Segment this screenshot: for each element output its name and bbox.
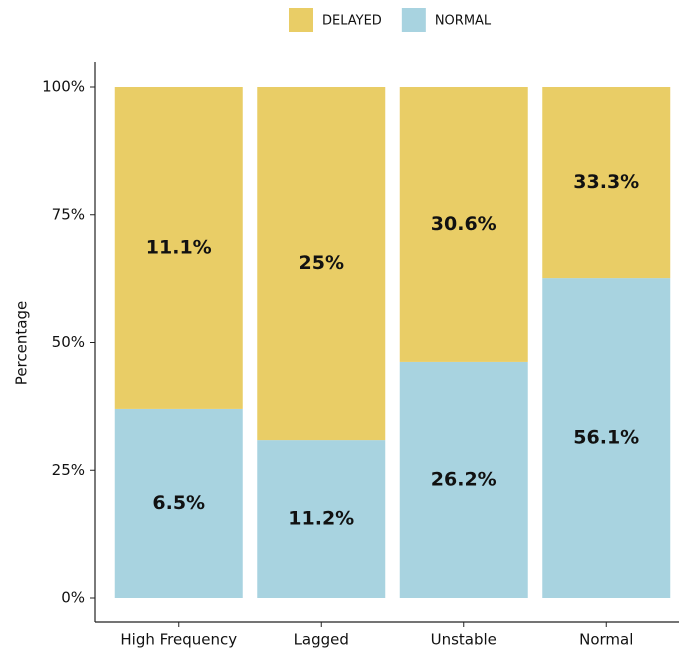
segment-label: 25% — [299, 252, 344, 274]
x-tick-label: Lagged — [294, 631, 349, 649]
x-tick-label: Normal — [579, 631, 633, 649]
legend-swatch — [401, 8, 426, 32]
y-tick-label: 25% — [52, 461, 85, 479]
bar-segment — [542, 278, 671, 598]
legend-swatch — [289, 8, 313, 32]
legend-label: NORMAL — [435, 14, 492, 29]
segment-label: 33.3% — [573, 171, 639, 193]
legend-label: DELAYED — [322, 14, 382, 29]
bar-segment — [542, 87, 671, 279]
y-axis-title: Percentage — [13, 301, 31, 385]
y-tick-label: 0% — [61, 589, 85, 607]
bar-segment — [257, 440, 386, 598]
y-tick-label: 50% — [52, 333, 85, 351]
x-tick-label: Unstable — [431, 631, 497, 649]
bar-segment — [114, 408, 243, 598]
segment-label: 56.1% — [573, 427, 639, 449]
x-tick-label: High Frequency — [120, 631, 237, 649]
segment-label: 30.6% — [431, 213, 497, 235]
bar-segment — [399, 361, 528, 598]
segment-label: 26.2% — [431, 468, 497, 490]
bar-segment — [114, 87, 243, 409]
y-tick-label: 75% — [52, 205, 85, 223]
segment-label: 11.2% — [288, 508, 354, 530]
bar-segment — [399, 87, 528, 362]
segment-label: 6.5% — [152, 492, 205, 514]
bar-segment — [257, 87, 386, 441]
segment-label: 11.1% — [146, 236, 212, 258]
y-tick-label: 100% — [42, 78, 85, 96]
